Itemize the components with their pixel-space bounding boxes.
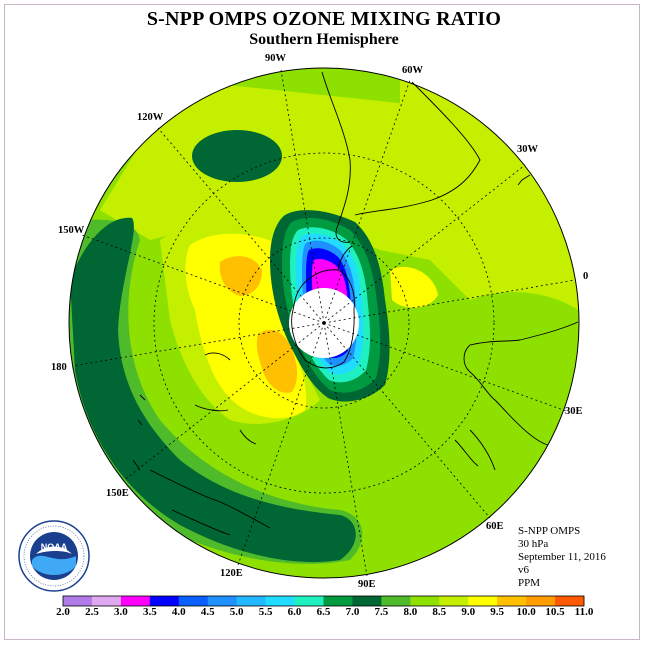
- longitude-labels: 90W 60W 30W 0 30E 60E 90E 120E 150E 180 …: [51, 53, 588, 590]
- lon-label-90w: 90W: [265, 53, 287, 64]
- logo-text: NOAA: [41, 542, 68, 552]
- coast-peninsula: [337, 245, 353, 271]
- color-bar-tick-label: 10.5: [545, 606, 565, 618]
- lon-label-0: 0: [583, 271, 588, 282]
- info-instrument: S-NPP OMPS: [518, 525, 581, 537]
- lon-label-150e: 150E: [106, 488, 129, 499]
- color-bar-swatch: [555, 596, 585, 606]
- field-9-5-a: [219, 256, 262, 296]
- color-bar-swatch: [381, 596, 411, 606]
- color-bar-swatch: [468, 596, 498, 606]
- lon-label-90e: 90E: [358, 579, 376, 590]
- map-subtitle: Southern Hemisphere: [249, 31, 399, 48]
- color-bar-tick-label: 2.0: [56, 606, 70, 618]
- color-bar-tick-label: 3.5: [142, 606, 157, 618]
- color-bar-tick-label: 4.5: [200, 606, 215, 618]
- color-bar-swatch: [439, 596, 469, 606]
- color-bar-tick-label: 6.0: [287, 606, 302, 618]
- coast-australia: [149, 469, 271, 536]
- south-pole-marker: [322, 321, 326, 325]
- page-frame: [4, 4, 640, 640]
- field-7-0-patch: [192, 130, 282, 182]
- info-date: September 11, 2016: [518, 551, 606, 563]
- field-9-5-b: [256, 329, 298, 393]
- noaa-logo: NOAA: [18, 520, 90, 592]
- field-9-0-east: [390, 266, 438, 308]
- color-bar-tick-label: 7.0: [345, 606, 360, 618]
- color-bar-swatch: [91, 596, 122, 606]
- color-bar-tick-label: 4.0: [171, 606, 186, 618]
- color-bar-tick-label: 8.0: [403, 606, 418, 618]
- color-bar-tick-label: 11.0: [574, 606, 594, 618]
- field-7-0-band: [70, 217, 356, 563]
- color-bar-tick-label: 2.5: [85, 606, 99, 618]
- lon-label-30e: 30E: [565, 406, 583, 417]
- map-border: [68, 67, 580, 579]
- color-bar-tick-label: 5.5: [258, 606, 273, 618]
- coast-fragments: [454, 429, 496, 471]
- color-bar-swatch: [207, 596, 237, 606]
- color-bar-swatch: [352, 596, 382, 606]
- coast-antarctica: [291, 269, 355, 369]
- info-level: 30 hPa: [518, 538, 549, 550]
- lon-label-120e: 120E: [220, 568, 243, 579]
- color-bar-labels: 2.0 2.5 3.0 3.5 4.0 4.5 5.0 5.5 6.0 6.5 7.0 7.5 8.0 8…: [0, 606, 648, 622]
- lon-label-60w: 60W: [402, 65, 424, 76]
- lon-label-60e: 60E: [486, 521, 504, 532]
- color-bar-swatch: [178, 596, 209, 606]
- map-title: S-NPP OMPS OZONE MIXING RATIO: [146, 8, 502, 30]
- ozone-field: [69, 68, 579, 578]
- color-bar-tick-label: 10.0: [516, 606, 536, 618]
- color-bar-tick-label: 9.5: [490, 606, 505, 618]
- color-bar-swatch: [236, 596, 266, 606]
- color-bar-swatch: [526, 596, 556, 606]
- lon-label-180: 180: [51, 362, 67, 373]
- info-units: PPM: [518, 577, 541, 589]
- coast-islands: [517, 174, 531, 186]
- color-bar-tick-label: 6.5: [316, 606, 331, 618]
- color-bar-tick-label: 3.0: [114, 606, 128, 618]
- color-bar-swatch: [63, 596, 93, 606]
- color-bar-outline: [62, 595, 585, 607]
- color-bar-swatch: [265, 596, 295, 606]
- color-bar-swatch: [294, 596, 324, 606]
- coast-africa-ish: [463, 321, 579, 446]
- color-bar: [62, 595, 585, 607]
- lon-label-150w: 150W: [58, 225, 85, 236]
- color-bar-tick-label: 5.0: [229, 606, 244, 618]
- graticule: [72, 69, 576, 577]
- coastlines: [132, 71, 579, 536]
- color-bar-swatch: [323, 596, 353, 606]
- color-bar-swatch: [497, 596, 527, 606]
- color-bar-tick-label: 9.0: [461, 606, 476, 618]
- color-bar-swatch: [120, 596, 151, 606]
- info-version: v6: [518, 564, 529, 576]
- coast-south-america: [321, 71, 351, 243]
- lon-label-30w: 30W: [517, 144, 539, 155]
- info-panel: S-NPP OMPS 30 hPa September 11, 2016 v6 …: [518, 525, 606, 590]
- color-bar-swatch: [410, 596, 440, 606]
- lon-label-120w: 120W: [137, 112, 164, 123]
- color-bar-tick-label: 8.5: [432, 606, 447, 618]
- coast-south-america-east: [354, 81, 481, 216]
- color-bar-tick-label: 7.5: [374, 606, 389, 618]
- color-bar-swatch: [149, 596, 180, 606]
- coast-small-islands: [132, 394, 146, 471]
- coast-new-zealand: [194, 352, 257, 445]
